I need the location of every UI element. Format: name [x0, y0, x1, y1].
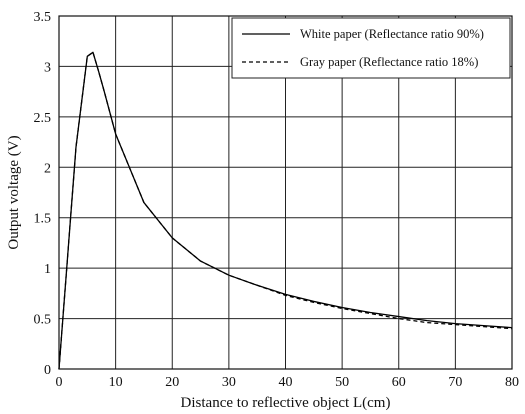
y-tick-label: 0 [44, 363, 51, 378]
y-axis-title: Output voltage (V) [6, 135, 22, 249]
x-tick-label: 10 [109, 375, 123, 390]
y-tick-label: 2.5 [34, 111, 52, 126]
plot-area-frame [58, 15, 513, 370]
x-tick-label: 50 [335, 375, 349, 390]
x-tick-label: 30 [222, 375, 236, 390]
y-tick-label: 3.5 [34, 10, 52, 25]
y-tick-label: 1.5 [34, 212, 52, 227]
legend-box [231, 17, 511, 79]
y-tick-label: 3 [44, 60, 51, 75]
series-lines [58, 51, 513, 370]
x-tick-label: 80 [505, 375, 519, 390]
tick-labels: 0 10 20 30 40 50 60 70 80 0 0.5 1 1.5 2 2.5 3 3.5 [34, 10, 520, 390]
legend: White paper (Reflectance ratio 90%) Gray… [231, 17, 511, 79]
x-axis-title: Distance to reflective object L(cm) [181, 395, 391, 411]
series-line-0 [58, 51, 513, 370]
x-tick-label: 60 [392, 375, 406, 390]
legend-label-white-paper: White paper (Reflectance ratio 90%) [300, 27, 484, 41]
x-tick-label: 0 [56, 375, 63, 390]
x-tick-label: 70 [448, 375, 462, 390]
y-tick-label: 2 [44, 161, 51, 176]
y-tick-label: 0.5 [34, 313, 52, 328]
y-tick-label: 1 [44, 262, 51, 277]
x-tick-label: 40 [279, 375, 293, 390]
legend-label-gray-paper: Gray paper (Reflectance ratio 18%) [300, 55, 478, 69]
x-tick-label: 20 [165, 375, 179, 390]
